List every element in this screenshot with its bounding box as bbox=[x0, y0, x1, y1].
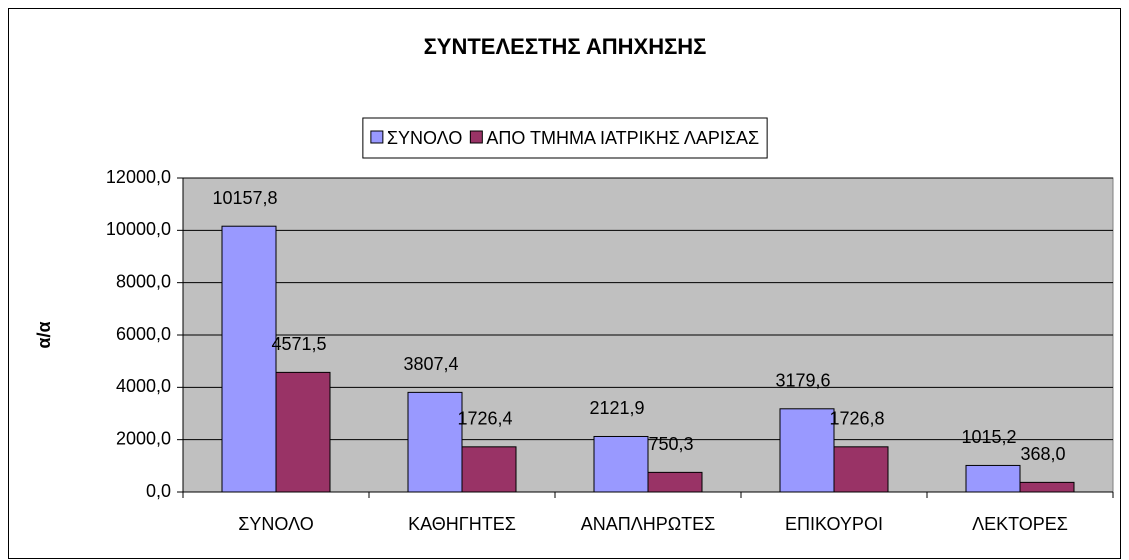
bar bbox=[593, 435, 649, 493]
bar bbox=[833, 446, 889, 493]
x-tick-label: ΛΕΚΤΟΡΕΣ bbox=[972, 514, 1068, 534]
value-label: 10157,8 bbox=[212, 188, 277, 208]
bar bbox=[647, 471, 703, 493]
legend-swatch bbox=[469, 130, 483, 144]
legend-label: ΣΥΝΟΛΟ bbox=[387, 128, 462, 148]
legend: ΣΥΝΟΛΟ ΑΠΟ ΤΜΗΜΑ ΙΑΤΡΙΚΗΣ ΛΑΡΙΣΑΣ bbox=[362, 117, 768, 159]
bar bbox=[221, 225, 277, 493]
chart-title: ΣΥΝΤΕΛΕΣΤΗΣ ΑΠΗΧΗΣΗΣ bbox=[424, 34, 707, 59]
y-tick-label: 0,0 bbox=[146, 481, 171, 501]
value-label: 1015,2 bbox=[961, 427, 1016, 447]
value-label: 1726,8 bbox=[829, 409, 884, 429]
bar bbox=[779, 408, 835, 493]
y-axis-label: α/α bbox=[34, 321, 54, 348]
value-label: 3807,4 bbox=[403, 354, 458, 374]
y-tick-label: 10000,0 bbox=[106, 219, 171, 239]
value-label: 750,3 bbox=[648, 434, 693, 454]
bar bbox=[461, 446, 517, 493]
bar bbox=[965, 464, 1021, 493]
value-label: 2121,9 bbox=[589, 398, 644, 418]
bar bbox=[407, 391, 463, 493]
x-tick-label: ΣΥΝΟΛΟ bbox=[238, 514, 313, 534]
value-label: 1726,4 bbox=[457, 409, 512, 429]
legend-swatch bbox=[370, 130, 384, 144]
value-label: 4571,5 bbox=[271, 334, 326, 354]
bar bbox=[275, 371, 331, 493]
legend-box bbox=[362, 117, 768, 159]
y-tick-label: 2000,0 bbox=[116, 428, 171, 448]
value-label: 368,0 bbox=[1020, 444, 1065, 464]
y-tick-label: 6000,0 bbox=[116, 324, 171, 344]
x-tick-label: ΚΑΘΗΓΗΤΕΣ bbox=[408, 514, 516, 534]
y-tick-label: 4000,0 bbox=[116, 376, 171, 396]
x-tick-label: ΕΠΙΚΟΥΡΟΙ bbox=[785, 514, 883, 534]
bar bbox=[1019, 481, 1075, 493]
y-tick-label: 12000,0 bbox=[106, 167, 171, 187]
x-tick-label: ΑΝΑΠΛΗΡΩΤΕΣ bbox=[581, 514, 716, 534]
y-tick-label: 8000,0 bbox=[116, 271, 171, 291]
value-label: 3179,6 bbox=[775, 371, 830, 391]
legend-label: ΑΠΟ ΤΜΗΜΑ ΙΑΤΡΙΚΗΣ ΛΑΡΙΣΑΣ bbox=[486, 128, 759, 148]
